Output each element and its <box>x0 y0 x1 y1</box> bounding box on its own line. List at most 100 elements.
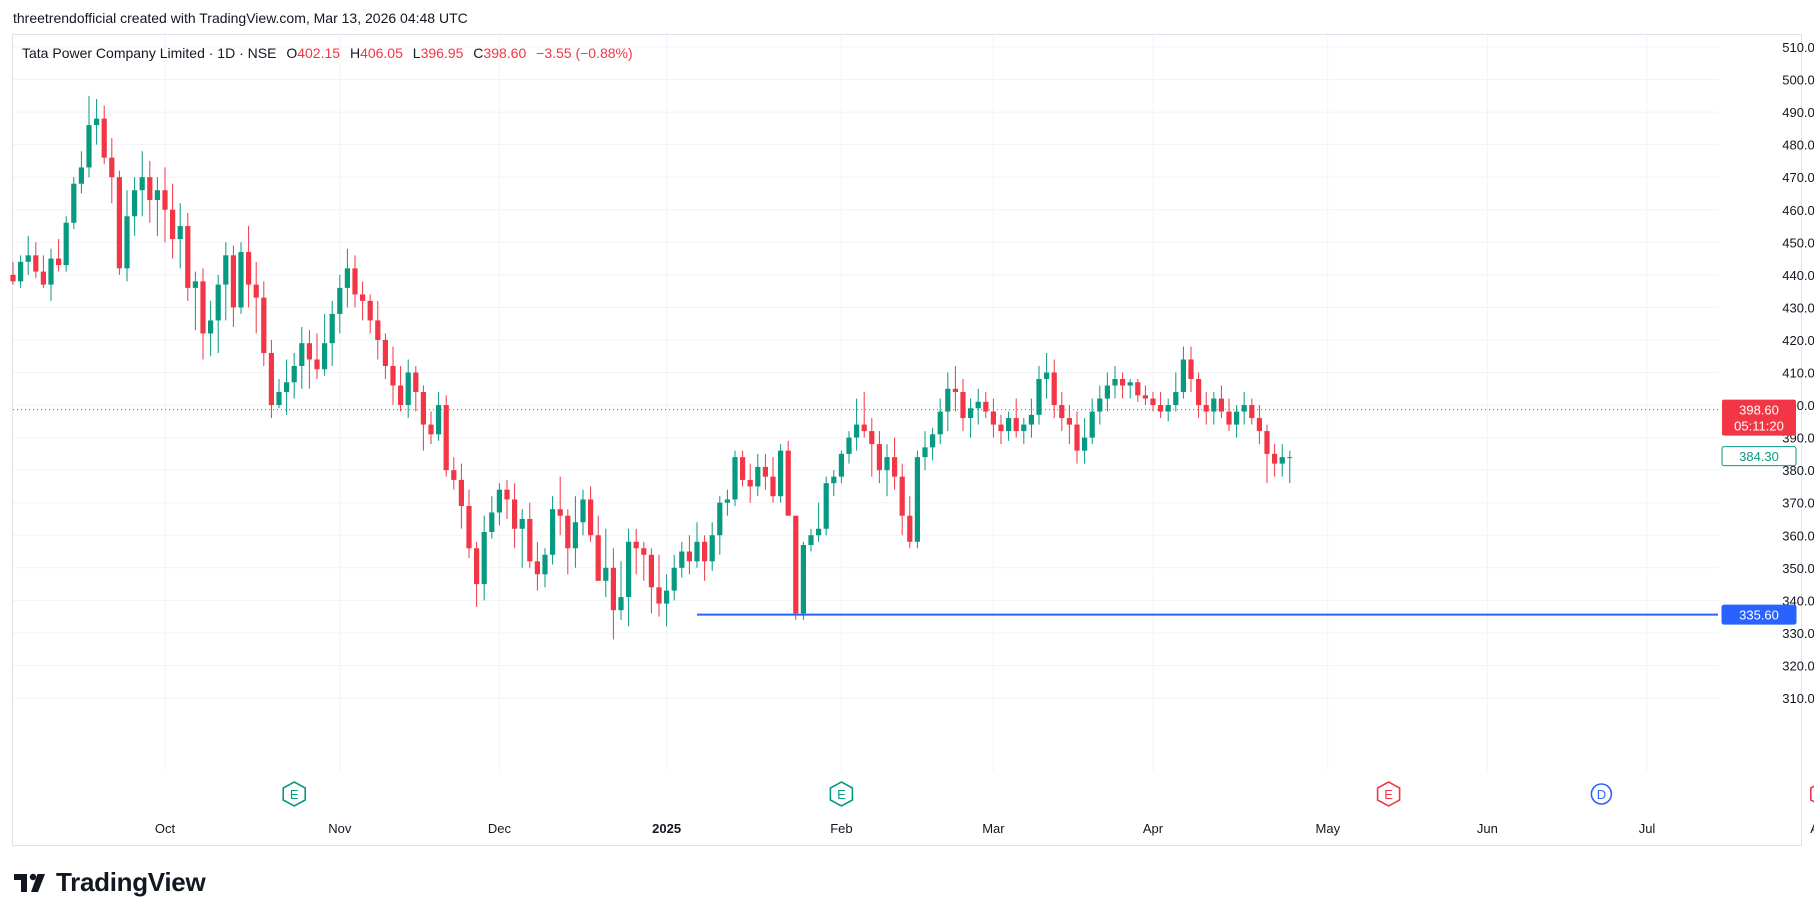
candle-body <box>740 457 746 480</box>
close-label: C <box>473 45 484 61</box>
candle-body <box>702 541 708 562</box>
candle-body <box>101 118 107 158</box>
candle-body <box>512 499 518 529</box>
candle-body <box>930 434 936 448</box>
candle-body <box>854 424 860 438</box>
candle-body <box>1158 405 1164 412</box>
high-label: H <box>349 45 361 61</box>
tradingview-logo[interactable]: TradingView <box>14 867 206 898</box>
candle-body <box>686 551 692 562</box>
candle-body <box>94 118 100 126</box>
y-tick-label: 320.00 <box>1782 658 1814 673</box>
candle-body <box>451 470 457 480</box>
candle-body <box>869 431 875 445</box>
candle-body <box>899 476 905 516</box>
candle-body <box>276 392 282 406</box>
candle-body <box>1006 418 1012 432</box>
candle-body <box>808 535 814 546</box>
last-price-label: 398.60 <box>1739 403 1779 418</box>
candle-body <box>405 372 411 406</box>
candle-body <box>527 518 533 562</box>
candle-body <box>428 424 434 435</box>
candle-body <box>170 209 176 240</box>
candle-body <box>1112 379 1118 386</box>
candle-body <box>1059 405 1065 419</box>
x-tick-label: May <box>1316 821 1341 836</box>
low-label: L <box>412 45 421 61</box>
candle-body <box>1066 418 1072 425</box>
candle-body <box>572 522 578 549</box>
candle-body <box>504 489 510 500</box>
candle-body <box>975 401 981 409</box>
countdown-label: 05:11:20 <box>1734 419 1784 434</box>
candle-body <box>398 385 404 406</box>
candle-body <box>344 268 350 288</box>
candle-body <box>709 535 715 562</box>
candle-body <box>937 411 943 435</box>
candle-body <box>489 512 495 532</box>
symbol-name[interactable]: Tata Power Company Limited · 1D · NSE <box>22 45 277 61</box>
candle-body <box>238 252 244 308</box>
candle-body <box>922 447 928 458</box>
earnings-marker <box>829 781 854 807</box>
candle-body <box>747 479 753 487</box>
candle-body <box>18 261 24 282</box>
candle-body <box>648 554 654 588</box>
candle-body <box>755 466 761 487</box>
x-tick-label: Mar <box>982 821 1005 836</box>
last-price-tag-bg <box>1722 399 1796 436</box>
support-price-tag-label: 335.60 <box>1739 608 1779 623</box>
candle-body <box>800 545 806 614</box>
candle-body <box>1272 453 1278 464</box>
candle-body <box>116 177 122 269</box>
candle-body <box>192 281 198 288</box>
change-value: −3.55 (−0.88%) <box>536 45 633 61</box>
candle-body <box>1036 379 1042 415</box>
candle-body <box>1142 395 1148 399</box>
candle-body <box>1188 359 1194 380</box>
candle-body <box>124 216 130 269</box>
candle-body <box>717 502 723 536</box>
candle-body <box>1051 372 1057 406</box>
candle-body <box>816 528 822 536</box>
event-marker-letter: D <box>1597 787 1606 802</box>
chart-frame[interactable] <box>12 34 1802 846</box>
candle-body <box>458 479 464 506</box>
low-value: 396.95 <box>420 45 464 61</box>
candle-body <box>215 284 221 321</box>
x-tick-label: Oct <box>155 821 176 836</box>
candle-body <box>1279 457 1285 464</box>
candle-body <box>762 466 768 477</box>
candle-body <box>1234 411 1240 425</box>
candle-body <box>33 255 39 272</box>
candle-body <box>329 313 335 344</box>
candle-body <box>352 268 358 295</box>
y-tick-label: 350.00 <box>1782 561 1814 576</box>
candle-body <box>778 450 784 497</box>
candle-body <box>580 499 586 523</box>
candle-body <box>1218 398 1224 412</box>
candle-body <box>557 509 563 516</box>
candle-body <box>139 177 145 191</box>
candle-body <box>1028 414 1034 425</box>
candle-body <box>968 408 974 419</box>
tradingview-brand: TradingView <box>56 867 206 897</box>
y-tick-label: 460.00 <box>1782 203 1814 218</box>
candle-body <box>284 382 290 393</box>
candle-body <box>861 424 867 432</box>
candle-body <box>1135 382 1141 396</box>
candle-body <box>983 401 989 412</box>
secondary-price-tag-bg <box>1721 446 1797 467</box>
x-tick-label: Feb <box>830 821 852 836</box>
candle-body <box>990 411 996 425</box>
candle-body <box>610 567 616 611</box>
candle-body <box>770 476 776 497</box>
y-tick-label: 410.00 <box>1782 366 1814 381</box>
candle-body <box>838 453 844 477</box>
y-tick-label: 440.00 <box>1782 268 1814 283</box>
candle-body <box>420 392 426 425</box>
close-value: 398.60 <box>483 45 527 61</box>
candle-body <box>154 190 160 200</box>
y-tick-label: 450.00 <box>1782 235 1814 250</box>
